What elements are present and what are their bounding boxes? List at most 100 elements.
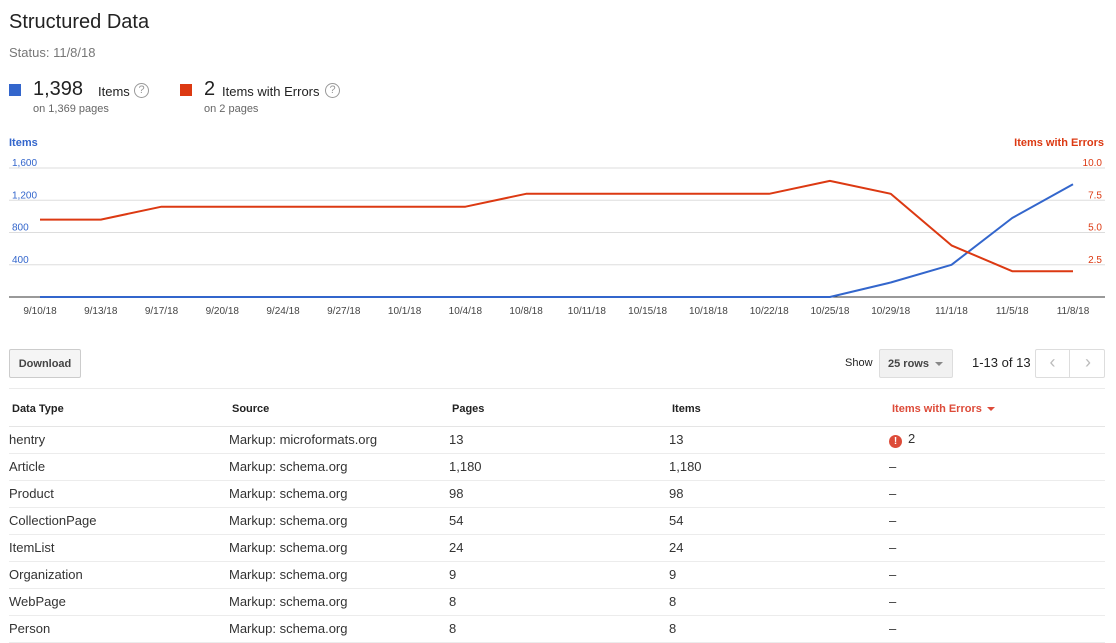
cell-items: 8 [669, 615, 889, 643]
column-header-label: Items with Errors [892, 402, 982, 415]
cell-data-type[interactable]: WebPage [9, 588, 229, 616]
cell-items-with-errors: – [889, 561, 1105, 589]
cell-data-type[interactable]: ItemList [9, 534, 229, 562]
error-count: – [889, 594, 897, 609]
cell-data-type[interactable]: CollectionPage [9, 507, 229, 535]
table-toolbar: Download Show 25 rows 1-13 of 13 ‹ › [0, 349, 1116, 379]
left-axis-title: Items [9, 137, 38, 149]
x-axis-tick-label: 10/22/18 [750, 306, 789, 317]
cell-items-with-errors: – [889, 480, 1105, 508]
column-header-data-type[interactable]: Data Type [9, 392, 229, 427]
items-legend-swatch [9, 84, 21, 96]
left-axis-tick-label: 1,600 [12, 158, 37, 169]
divider [9, 388, 1105, 389]
errors-legend-swatch [180, 84, 192, 96]
table-row[interactable]: WebPage Markup: schema.org 8 8– [9, 588, 1105, 616]
cell-items-with-errors: – [889, 588, 1105, 616]
table-row[interactable]: ItemList Markup: schema.org 24 24– [9, 534, 1105, 562]
cell-pages: 98 [449, 480, 669, 508]
cell-pages: 9 [449, 561, 669, 589]
cell-data-type[interactable]: Article [9, 453, 229, 481]
errors-help-icon[interactable]: ? [325, 83, 340, 98]
status-text: Status: 11/8/18 [9, 45, 96, 60]
cell-items: 54 [669, 507, 889, 535]
left-axis-tick-label: 1,200 [12, 190, 37, 201]
table-row[interactable]: Person Markup: schema.org 8 8– [9, 615, 1105, 643]
cell-items-with-errors: ! 2 [889, 426, 1105, 454]
items-chart: 1,600 10.0 1,200 7.5 800 5.0 400 2.5 9/10/18 9/13… [9, 158, 1105, 317]
items-label: Items [98, 84, 130, 99]
x-axis-tick-label: 9/27/18 [327, 306, 361, 317]
table-row[interactable]: Product Markup: schema.org 98 98– [9, 480, 1105, 508]
download-button[interactable]: Download [9, 349, 81, 378]
table-row[interactable]: Article Markup: schema.org 1,180 1,180– [9, 453, 1105, 481]
rows-per-page-select[interactable]: 25 rows [879, 349, 953, 378]
cell-items: 8 [669, 588, 889, 616]
cell-source: Markup: schema.org [229, 534, 449, 562]
cell-data-type[interactable]: Product [9, 480, 229, 508]
x-axis-tick-label: 10/1/18 [388, 306, 422, 317]
right-axis-tick-label: 5.0 [1088, 223, 1102, 234]
cell-pages: 8 [449, 588, 669, 616]
cell-source: Markup: schema.org [229, 507, 449, 535]
items-series-line [40, 183, 1074, 298]
table-header-row: Data Type Source Pages Items Items with … [9, 392, 1105, 427]
x-axis-tick-label: 10/15/18 [628, 306, 667, 317]
x-axis-tick-label: 11/1/18 [935, 306, 968, 317]
column-header-items-with-errors[interactable]: Items with Errors [889, 392, 1105, 427]
cell-source: Markup: microformats.org [229, 426, 449, 454]
structured-data-table: Data Type Source Pages Items Items with … [9, 392, 1105, 643]
x-axis-tick-label: 10/25/18 [810, 306, 849, 317]
errors-pages-subtext: on 2 pages [204, 103, 259, 115]
error-count: – [889, 513, 897, 528]
x-axis-tick-label: 9/24/18 [266, 306, 300, 317]
cell-items-with-errors: – [889, 453, 1105, 481]
x-axis-tick-label: 9/13/18 [84, 306, 118, 317]
cell-source: Markup: schema.org [229, 615, 449, 643]
error-count: 2 [908, 431, 916, 446]
cell-pages: 54 [449, 507, 669, 535]
error-icon: ! [889, 435, 902, 448]
cell-source: Markup: schema.org [229, 561, 449, 589]
items-metric: 1,398 Items ? on 1,369 pages [9, 78, 169, 118]
cell-data-type[interactable]: Organization [9, 561, 229, 589]
cell-pages: 24 [449, 534, 669, 562]
column-header-items[interactable]: Items [669, 392, 889, 427]
cell-items-with-errors: – [889, 507, 1105, 535]
x-axis-tick-label: 10/18/18 [689, 306, 728, 317]
errors-metric: 2 Items with Errors ? on 2 pages [180, 78, 350, 118]
cell-items: 98 [669, 480, 889, 508]
table-row[interactable]: hentry Markup: microformats.org 13 13! 2 [9, 426, 1105, 454]
left-axis-tick-label: 400 [12, 255, 29, 266]
x-axis-tick-label: 11/5/18 [996, 306, 1029, 317]
error-count: – [889, 486, 897, 501]
error-count: – [889, 567, 897, 582]
cell-items: 24 [669, 534, 889, 562]
items-count: 1,398 [33, 78, 84, 100]
x-axis-tick-label: 10/11/18 [568, 306, 607, 317]
x-axis-tick-label: 11/8/18 [1057, 306, 1090, 317]
page-title: Structured Data [9, 11, 150, 33]
cell-data-type[interactable]: Person [9, 615, 229, 643]
cell-source: Markup: schema.org [229, 453, 449, 481]
x-axis-tick-label: 9/17/18 [145, 306, 179, 317]
cell-source: Markup: schema.org [229, 480, 449, 508]
right-axis-tick-label: 2.5 [1088, 255, 1102, 266]
cell-pages: 1,180 [449, 453, 669, 481]
cell-pages: 13 [449, 426, 669, 454]
items-pages-subtext: on 1,369 pages [33, 103, 109, 115]
chevron-left-icon: ‹ [1049, 352, 1056, 372]
table-row[interactable]: Organization Markup: schema.org 9 9– [9, 561, 1105, 589]
sort-descending-icon [986, 406, 995, 411]
table-row[interactable]: CollectionPage Markup: schema.org 54 54– [9, 507, 1105, 535]
column-header-pages[interactable]: Pages [449, 392, 669, 427]
errors-label: Items with Errors [222, 84, 320, 99]
cell-data-type[interactable]: hentry [9, 426, 229, 454]
previous-page-button[interactable]: ‹ [1036, 350, 1070, 377]
cell-source: Markup: schema.org [229, 588, 449, 616]
chevron-right-icon: › [1085, 352, 1091, 372]
column-header-source[interactable]: Source [229, 392, 449, 427]
errors-count: 2 [204, 78, 216, 100]
next-page-button[interactable]: › [1071, 350, 1105, 377]
items-help-icon[interactable]: ? [134, 83, 149, 98]
